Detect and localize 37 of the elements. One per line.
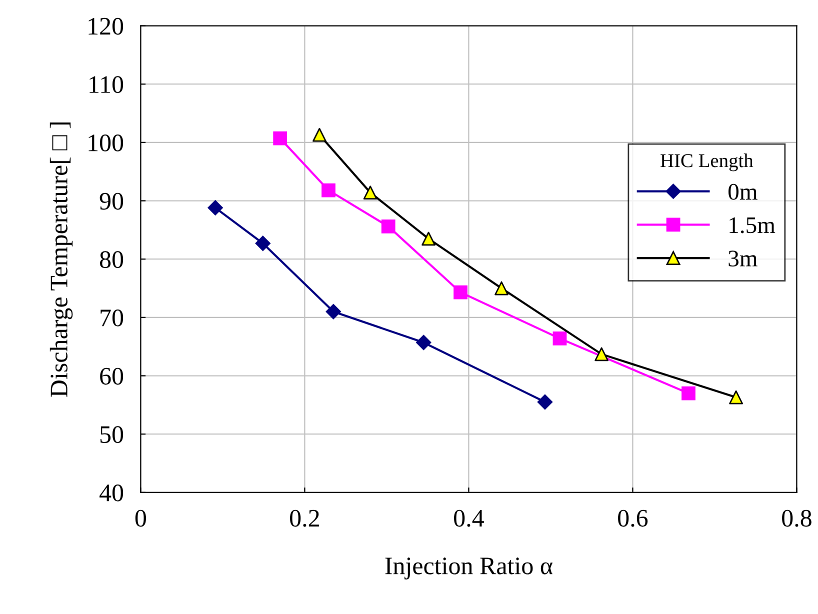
point xyxy=(363,186,378,200)
y-tick-label: 120 xyxy=(88,18,124,35)
point xyxy=(594,347,609,362)
point xyxy=(255,236,270,251)
point xyxy=(273,131,288,146)
legend-title: HIC Length xyxy=(660,154,754,172)
legend-label: 1.5m xyxy=(730,217,776,234)
point xyxy=(729,390,743,404)
point xyxy=(454,285,468,300)
y-tick-label: 90 xyxy=(100,192,124,210)
point xyxy=(326,304,341,320)
point xyxy=(494,281,508,296)
legend-label: 3m xyxy=(728,250,758,267)
point xyxy=(552,331,567,346)
point xyxy=(537,394,553,410)
x-tick-label: 0.6 xyxy=(618,510,648,527)
y-tick-label: 40 xyxy=(100,484,124,502)
y-tick-label: 60 xyxy=(100,368,124,385)
point xyxy=(422,232,436,246)
point xyxy=(381,220,396,234)
y-tick-label: 70 xyxy=(100,309,124,326)
point xyxy=(322,183,336,198)
x-tick-label: 0.8 xyxy=(782,510,812,527)
legend-label: 0m xyxy=(728,184,758,200)
x-tick-label: 0.2 xyxy=(290,510,319,527)
y-tick-label: 100 xyxy=(88,134,124,152)
y-tick-label: 80 xyxy=(100,251,124,268)
point xyxy=(208,200,223,216)
x-tick-label: 0 xyxy=(135,510,146,527)
y-tick-label: 110 xyxy=(90,76,124,94)
y-tick-label: 50 xyxy=(100,426,124,444)
point xyxy=(682,386,696,400)
point xyxy=(312,128,326,142)
x-axis-title: Injection Ratio α xyxy=(385,558,552,580)
point xyxy=(416,334,432,350)
x-tick-label: 0.4 xyxy=(454,510,484,527)
y-axis-title: Discharge Temperature[ □ ] xyxy=(50,122,73,397)
